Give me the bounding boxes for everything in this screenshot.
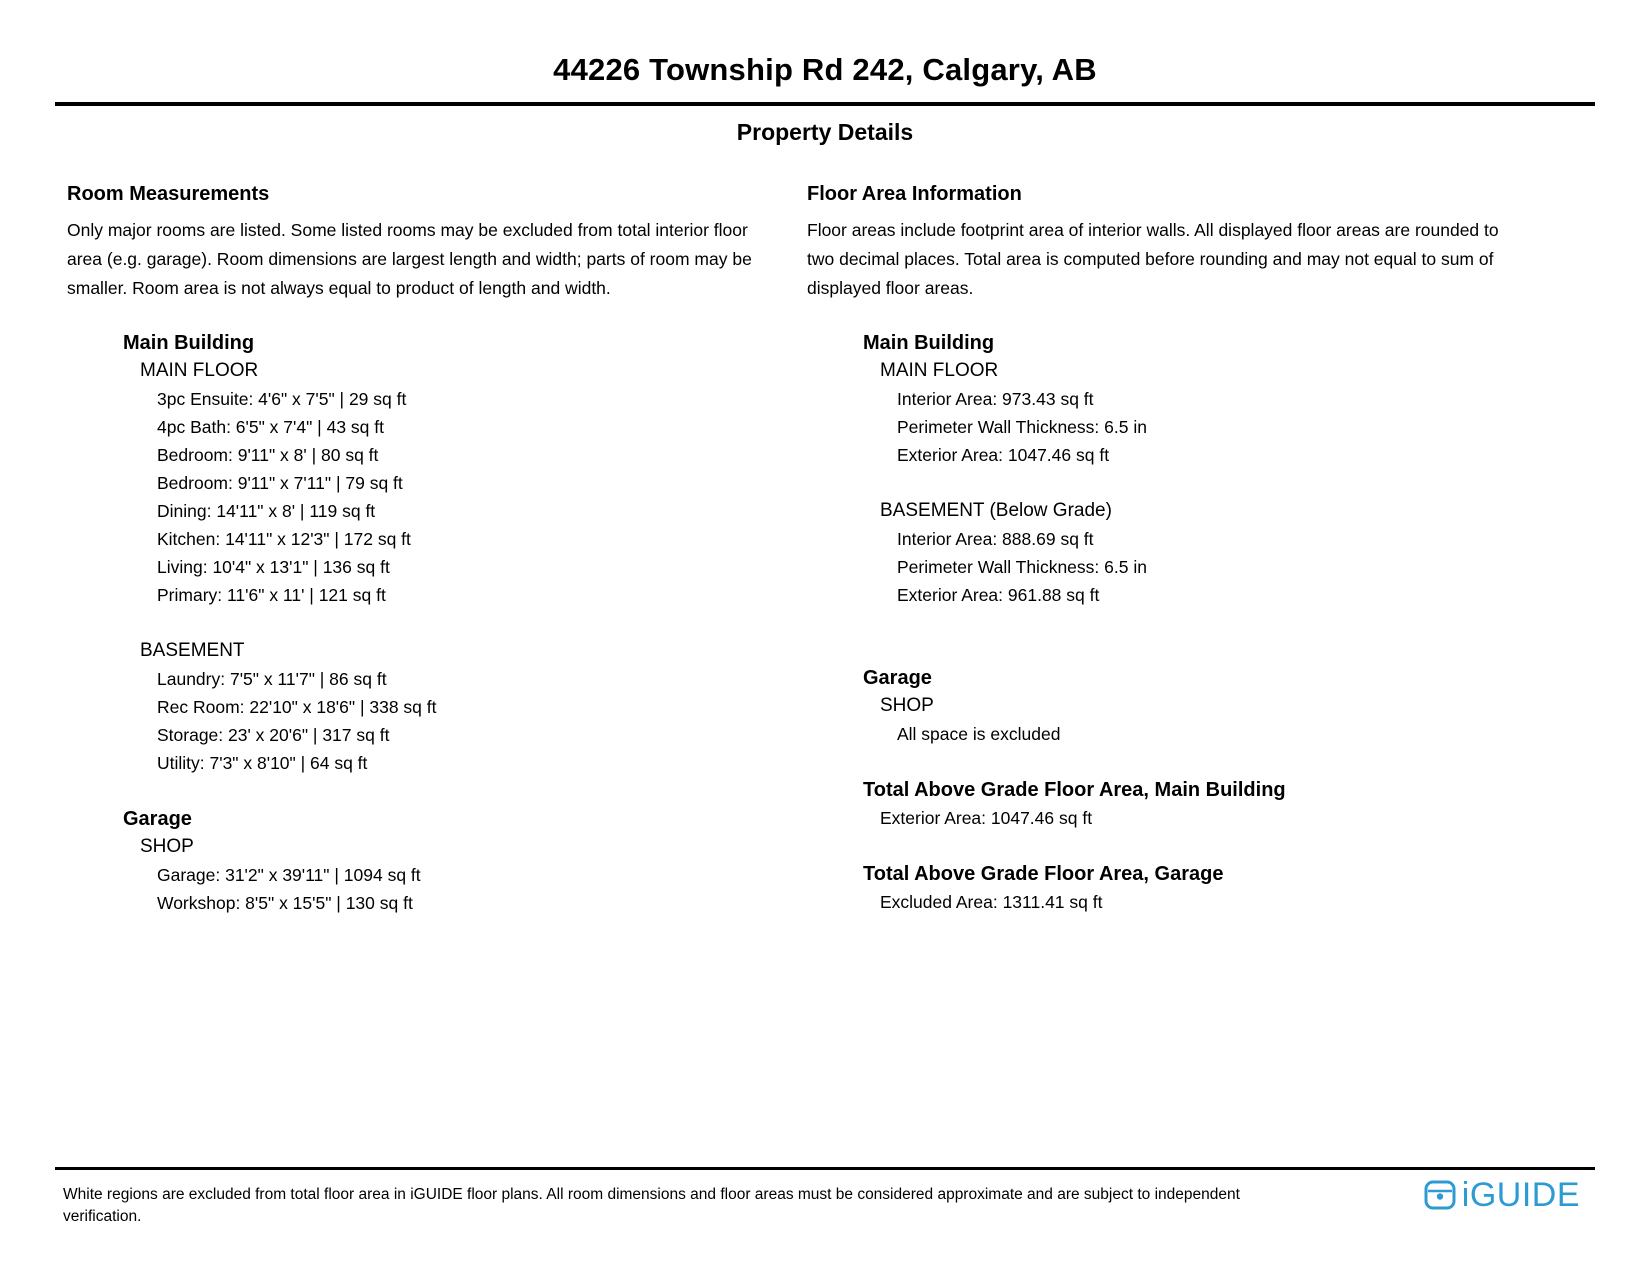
total-garage: Total Above Grade Floor Area, Garage Exc… — [807, 860, 1577, 916]
room-line: Living: 10'4" x 13'1" | 136 sq ft — [157, 557, 390, 577]
room-line: Bedroom: 9'11" x 7'11" | 79 sq ft — [157, 473, 403, 493]
floor-area-information-section: Floor Area Information Floor areas inclu… — [807, 180, 1577, 917]
floor-shop: SHOP Garage: 31'2" x 39'11" | 1094 sq ft… — [67, 833, 807, 917]
page-title: 44226 Township Rd 242, Calgary, AB — [553, 52, 1097, 87]
floor-name: SHOP — [140, 836, 194, 857]
floor-area-description: Floor areas include footprint area of in… — [807, 220, 1499, 298]
building-main: Main Building MAIN FLOOR 3pc Ensuite: 4'… — [67, 329, 807, 777]
room-line: Laundry: 7'5" x 11'7" | 86 sq ft — [157, 669, 387, 689]
floor-basement: BASEMENT Laundry: 7'5" x 11'7" | 86 sq f… — [67, 637, 807, 777]
room-line: Rec Room: 22'10" x 18'6" | 338 sq ft — [157, 697, 437, 717]
floor-name: BASEMENT (Below Grade) — [880, 500, 1112, 521]
iguide-logo: iGUIDE — [1424, 1178, 1580, 1212]
floor-name: MAIN FLOOR — [880, 360, 999, 381]
room-line: Kitchen: 14'11" x 12'3" | 172 sq ft — [157, 529, 411, 549]
total-heading: Total Above Grade Floor Area, Garage — [863, 863, 1224, 885]
page-subtitle: Property Details — [736, 119, 914, 145]
room-line: Bedroom: 9'11" x 8' | 80 sq ft — [157, 445, 379, 465]
footer-divider — [55, 1167, 1595, 1170]
floor-area-heading: Floor Area Information — [807, 183, 1022, 205]
room-line: 3pc Ensuite: 4'6" x 7'5" | 29 sq ft — [157, 389, 407, 409]
title-divider — [55, 102, 1595, 106]
iguide-logo-text: iGUIDE — [1461, 1176, 1580, 1214]
building-garage-areas: Garage SHOP All space is excluded — [807, 664, 1577, 748]
total-line: Exterior Area: 1047.46 sq ft — [880, 808, 1093, 828]
room-measurements-description: Only major rooms are listed. Some listed… — [67, 220, 752, 298]
building-garage: Garage SHOP Garage: 31'2" x 39'11" | 109… — [67, 805, 807, 917]
floor-main-floor: MAIN FLOOR 3pc Ensuite: 4'6" x 7'5" | 29… — [67, 357, 807, 609]
area-line: Interior Area: 973.43 sq ft — [897, 389, 1094, 409]
room-line: Primary: 11'6" x 11' | 121 sq ft — [157, 585, 386, 605]
floor-name: MAIN FLOOR — [140, 360, 259, 381]
room-line: 4pc Bath: 6'5" x 7'4" | 43 sq ft — [157, 417, 384, 437]
building-name: Garage — [123, 808, 192, 830]
footer-disclaimer: White regions are excluded from total fl… — [63, 1186, 1240, 1225]
area-line: Perimeter Wall Thickness: 6.5 in — [897, 557, 1147, 577]
floor-name: BASEMENT — [140, 640, 245, 661]
floor-shop-areas: SHOP All space is excluded — [807, 692, 1577, 748]
room-line: Garage: 31'2" x 39'11" | 1094 sq ft — [157, 865, 421, 885]
building-name: Main Building — [863, 332, 995, 354]
area-line: Perimeter Wall Thickness: 6.5 in — [897, 417, 1147, 437]
total-main-building: Total Above Grade Floor Area, Main Build… — [807, 776, 1577, 832]
room-line: Workshop: 8'5" x 15'5" | 130 sq ft — [157, 893, 413, 913]
room-line: Dining: 14'11" x 8' | 119 sq ft — [157, 501, 376, 521]
room-line: Storage: 23' x 20'6" | 317 sq ft — [157, 725, 390, 745]
room-measurements-heading: Room Measurements — [67, 183, 270, 205]
content-columns: Room Measurements Only major rooms are l… — [0, 180, 1650, 917]
area-line: All space is excluded — [897, 724, 1061, 744]
building-main-areas: Main Building MAIN FLOOR Interior Area: … — [807, 329, 1577, 609]
total-heading: Total Above Grade Floor Area, Main Build… — [863, 779, 1286, 801]
area-line: Exterior Area: 961.88 sq ft — [897, 585, 1100, 605]
room-line: Utility: 7'3" x 8'10" | 64 sq ft — [157, 753, 368, 773]
iguide-camera-icon — [1424, 1180, 1456, 1210]
floor-basement-areas: BASEMENT (Below Grade) Interior Area: 88… — [807, 497, 1577, 609]
building-name: Garage — [863, 667, 932, 689]
area-line: Interior Area: 888.69 sq ft — [897, 529, 1094, 549]
floor-main-floor-areas: MAIN FLOOR Interior Area: 973.43 sq ft P… — [807, 357, 1577, 469]
area-line: Exterior Area: 1047.46 sq ft — [897, 445, 1110, 465]
room-measurements-section: Room Measurements Only major rooms are l… — [67, 180, 807, 917]
total-line: Excluded Area: 1311.41 sq ft — [880, 892, 1103, 912]
building-name: Main Building — [123, 332, 255, 354]
floor-name: SHOP — [880, 695, 934, 716]
